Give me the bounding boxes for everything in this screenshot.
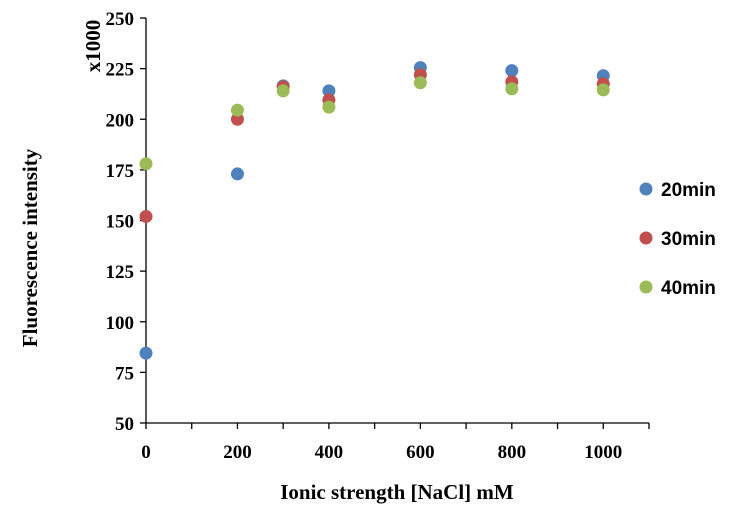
legend-marker-40min <box>639 280 653 294</box>
data-point-40min <box>230 103 244 117</box>
y-tick-label: 250 <box>106 9 135 30</box>
y-tick-label: 175 <box>106 161 135 182</box>
data-point-40min <box>322 100 336 114</box>
y-tick-label: 125 <box>106 262 135 283</box>
legend-label-40min: 40min <box>661 278 716 299</box>
data-point-30min <box>230 112 244 126</box>
y-tick-label: 75 <box>115 363 134 384</box>
x-tick-label: 800 <box>498 442 527 463</box>
data-point-40min <box>276 84 290 98</box>
y-axis-multiplier: x1000 <box>81 20 105 73</box>
data-point-40min <box>413 76 427 90</box>
x-tick-label: 1000 <box>584 442 622 463</box>
y-tick-label: 100 <box>106 313 135 334</box>
data-point-30min <box>139 209 153 223</box>
data-point-40min <box>505 82 519 96</box>
legend: 20min 30min 40min <box>639 180 716 299</box>
y-axis-title: Fluorescence intensity <box>18 148 42 347</box>
x-tick-label: 200 <box>223 442 252 463</box>
data-point-40min <box>139 157 153 171</box>
x-tick-label: 600 <box>406 442 435 463</box>
axes <box>140 17 650 429</box>
y-tick-label: 200 <box>106 110 135 131</box>
data-points <box>139 61 610 360</box>
legend-label-20min: 20min <box>661 180 716 201</box>
data-point-20min <box>322 84 336 98</box>
data-point-40min <box>596 83 610 97</box>
data-point-20min <box>139 346 153 360</box>
x-tick-label: 0 <box>141 442 151 463</box>
y-tick-label: 225 <box>106 60 135 81</box>
legend-label-30min: 30min <box>661 229 716 250</box>
tick-labels: 50 75 100 125 150 175 200 225 250 0 200 400 600 800 10… <box>106 9 623 463</box>
legend-marker-30min <box>639 231 653 245</box>
data-point-20min <box>230 167 244 181</box>
data-point-20min <box>505 64 519 78</box>
legend-marker-20min <box>639 182 653 196</box>
x-tick-label: 400 <box>315 442 344 463</box>
x-axis-title: Ionic strength [NaCl] mM <box>280 480 514 504</box>
y-tick-label: 150 <box>106 212 135 233</box>
y-tick-label: 50 <box>115 414 134 435</box>
